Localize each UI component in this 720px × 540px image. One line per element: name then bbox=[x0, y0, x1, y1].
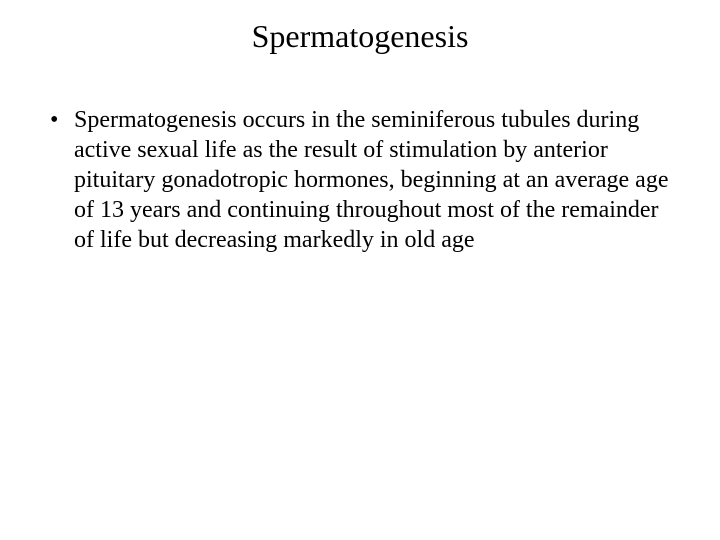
bullet-icon: • bbox=[50, 105, 74, 135]
list-item: • Spermatogenesis occurs in the seminife… bbox=[50, 105, 680, 255]
slide-body: • Spermatogenesis occurs in the seminife… bbox=[40, 105, 680, 255]
slide: Spermatogenesis • Spermatogenesis occurs… bbox=[0, 0, 720, 540]
bullet-text: Spermatogenesis occurs in the seminifero… bbox=[74, 105, 680, 255]
slide-title: Spermatogenesis bbox=[40, 18, 680, 55]
